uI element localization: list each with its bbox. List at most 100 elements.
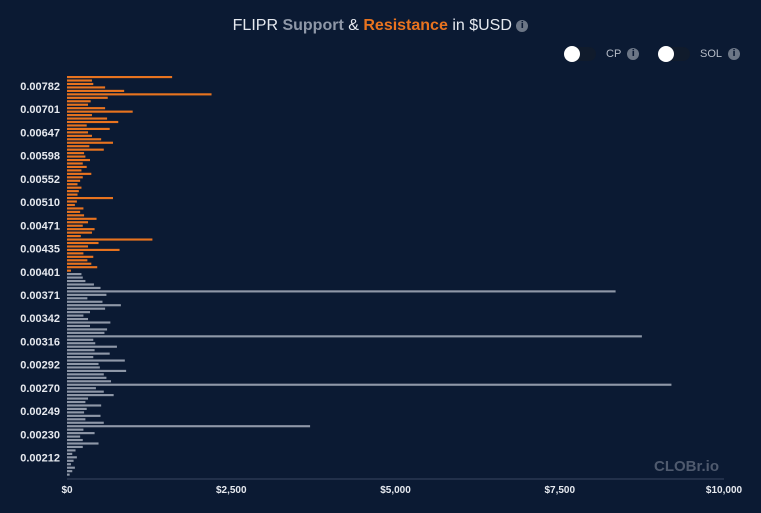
x-tick-label: $0 [61, 485, 73, 496]
cp-toggle[interactable] [564, 46, 596, 62]
resistance-bar [67, 210, 81, 213]
resistance-bar [67, 200, 77, 203]
resistance-bar [67, 93, 212, 96]
sol-toggle-label: SOL [700, 48, 723, 60]
support-bar [67, 380, 112, 383]
resistance-bar [67, 203, 75, 207]
resistance-bar [67, 165, 87, 169]
support-bar [67, 470, 73, 473]
support-bar [67, 273, 82, 276]
cp-toggle-group: CP i [564, 46, 640, 62]
cp-info-icon[interactable]: i [627, 48, 640, 60]
resistance-bar [67, 96, 108, 99]
support-bar [67, 428, 84, 431]
resistance-bar [67, 120, 119, 124]
y-tick-label: 0.00212 [20, 453, 60, 465]
support-bar [67, 342, 96, 345]
resistance-bar [67, 269, 71, 272]
support-bar [67, 304, 121, 307]
resistance-bar [67, 214, 85, 217]
sol-toggle-group: SOL i [658, 46, 741, 62]
resistance-bar [67, 238, 153, 241]
resistance-bar [67, 231, 92, 234]
resistance-bar [67, 138, 102, 141]
resistance-bar [67, 186, 82, 189]
support-bar [67, 359, 125, 362]
resistance-bar [67, 145, 90, 148]
y-tick-label: 0.00701 [20, 104, 60, 116]
support-bar [67, 463, 71, 466]
resistance-bar [67, 207, 84, 210]
watermark: CLOBr.io [654, 458, 720, 475]
y-tick-label: 0.00598 [20, 151, 60, 163]
resistance-bar [67, 169, 82, 172]
y-tick-label: 0.00471 [20, 220, 60, 232]
support-bar [67, 328, 108, 331]
support-bar [67, 349, 95, 352]
support-bar [67, 321, 111, 324]
support-bar [67, 404, 102, 407]
support-bar [67, 286, 101, 290]
resistance-bar [67, 217, 97, 220]
resistance-bar [67, 103, 89, 106]
sol-toggle-knob [658, 46, 674, 62]
resistance-bar [67, 245, 89, 248]
title-info-icon[interactable]: i [516, 19, 529, 32]
support-bar [67, 307, 106, 310]
support-bar [67, 356, 94, 359]
support-bar [67, 390, 104, 393]
support-bar [67, 452, 73, 455]
support-bar [67, 438, 83, 442]
y-tick-label: 0.00371 [20, 290, 60, 302]
support-bar [67, 300, 103, 303]
y-tick-label: 0.00401 [20, 267, 60, 279]
resistance-bar [67, 176, 83, 179]
support-bar [67, 297, 88, 300]
sol-info-icon[interactable]: i [728, 48, 741, 60]
y-tick-label: 0.00510 [20, 197, 60, 209]
y-tick-label: 0.00647 [20, 127, 60, 139]
resistance-bar [67, 89, 125, 92]
y-tick-label: 0.00230 [20, 429, 60, 441]
support-bar [67, 425, 311, 428]
y-tick-label: 0.00435 [20, 244, 60, 256]
resistance-bar [67, 107, 106, 110]
resistance-bar [67, 266, 98, 269]
support-bar [67, 290, 616, 293]
resistance-bar [67, 82, 94, 86]
support-bar [67, 352, 110, 355]
support-bar [67, 473, 70, 476]
support-bar [67, 435, 81, 438]
support-bar [67, 445, 83, 449]
resistance-bar [67, 141, 113, 144]
resistance-bar [67, 100, 91, 103]
title-suffix: in $USD [452, 17, 512, 34]
resistance-bar [67, 124, 87, 127]
sol-toggle[interactable] [658, 46, 690, 62]
support-bar [67, 387, 96, 390]
resistance-bar [67, 224, 83, 227]
resistance-bar [67, 228, 95, 231]
resistance-bar [67, 252, 84, 255]
support-bar [67, 407, 87, 410]
resistance-bar [67, 114, 92, 117]
resistance-bar [67, 248, 120, 251]
support-bar [67, 449, 76, 452]
support-bar [67, 414, 101, 417]
x-tick-label: $2,500 [216, 485, 247, 496]
support-bar [67, 317, 89, 321]
resistance-bar [67, 127, 110, 130]
resistance-bar [67, 196, 113, 200]
support-bar [67, 314, 84, 317]
resistance-bar [67, 235, 81, 238]
support-bar [67, 362, 99, 366]
support-bar [67, 383, 672, 386]
title-support-word: Support [282, 17, 344, 34]
resistance-bar [67, 241, 99, 245]
resistance-bar [67, 148, 104, 151]
x-tick-label: $5,000 [380, 485, 411, 496]
support-bar [67, 418, 86, 421]
support-bar [67, 324, 90, 328]
resistance-bar [67, 155, 86, 158]
